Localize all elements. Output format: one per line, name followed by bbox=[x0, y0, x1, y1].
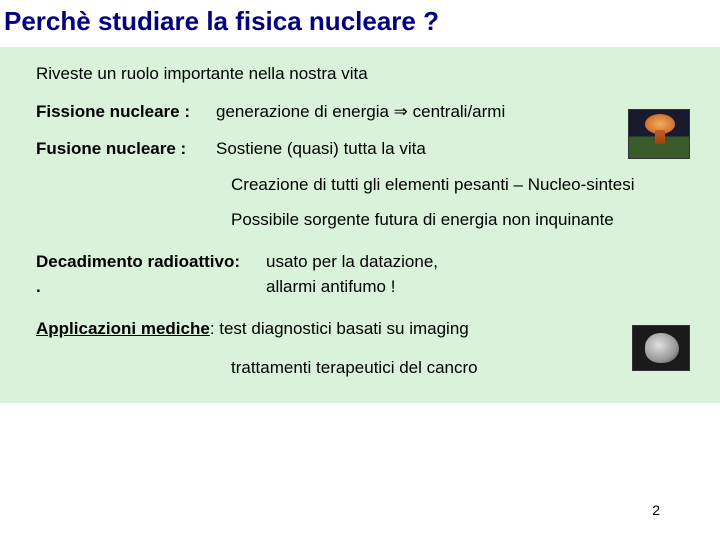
decay-label-text: Decadimento radioattivo: bbox=[36, 252, 240, 271]
brain-icon bbox=[645, 333, 679, 363]
page-number: 2 bbox=[652, 502, 660, 518]
medical-label: Applicazioni mediche bbox=[36, 319, 210, 338]
explosion-image bbox=[628, 109, 690, 159]
decay-label-dot: . bbox=[36, 277, 41, 296]
fusion-label: Fusione nucleare : bbox=[36, 136, 216, 162]
content-panel: Riveste un ruolo importante nella nostra… bbox=[0, 47, 720, 403]
decay-label: Decadimento radioattivo: . bbox=[36, 249, 266, 300]
fusion-sub2: Possibile sorgente futura di energia non… bbox=[231, 207, 708, 233]
fission-row: Fissione nucleare : generazione di energ… bbox=[36, 99, 708, 125]
slide-title: Perchè studiare la fisica nucleare ? bbox=[0, 0, 720, 47]
fusion-sub1: Creazione di tutti gli elementi pesanti … bbox=[231, 172, 708, 198]
intro-text: Riveste un ruolo importante nella nostra… bbox=[36, 61, 708, 87]
medical-row: Applicazioni mediche: test diagnostici b… bbox=[36, 316, 708, 342]
decay-text2: allarmi antifumo ! bbox=[266, 277, 395, 296]
decay-text-block: usato per la datazione, allarmi antifumo… bbox=[266, 249, 438, 300]
fission-text: generazione di energia ⇒ centrali/armi bbox=[216, 99, 505, 125]
mushroom-stem-icon bbox=[655, 130, 665, 144]
brain-scan-image bbox=[632, 325, 690, 371]
decay-row: Decadimento radioattivo: . usato per la … bbox=[36, 249, 708, 300]
fusion-row: Fusione nucleare : Sostiene (quasi) tutt… bbox=[36, 136, 708, 162]
decay-text1: usato per la datazione, bbox=[266, 252, 438, 271]
fission-label: Fissione nucleare : bbox=[36, 99, 216, 125]
fusion-text: Sostiene (quasi) tutta la vita bbox=[216, 136, 426, 162]
medical-text: : test diagnostici basati su imaging bbox=[210, 319, 469, 338]
